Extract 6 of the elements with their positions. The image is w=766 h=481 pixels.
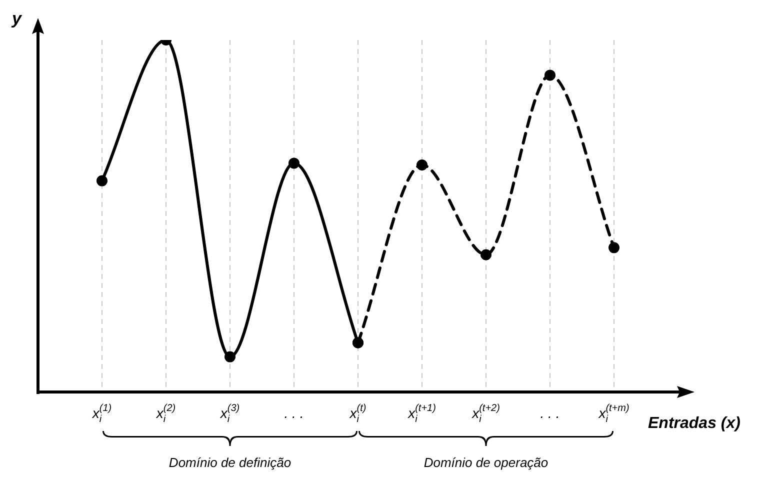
y-axis-title: y — [11, 9, 23, 28]
x-tick-label: . . . — [284, 405, 304, 421]
x-tick-label: . . . — [540, 405, 560, 421]
text: Domínio de operação — [424, 455, 548, 470]
x-axis-title: Entradas (x) — [648, 415, 740, 432]
text: Domínio de definição — [168, 455, 292, 470]
